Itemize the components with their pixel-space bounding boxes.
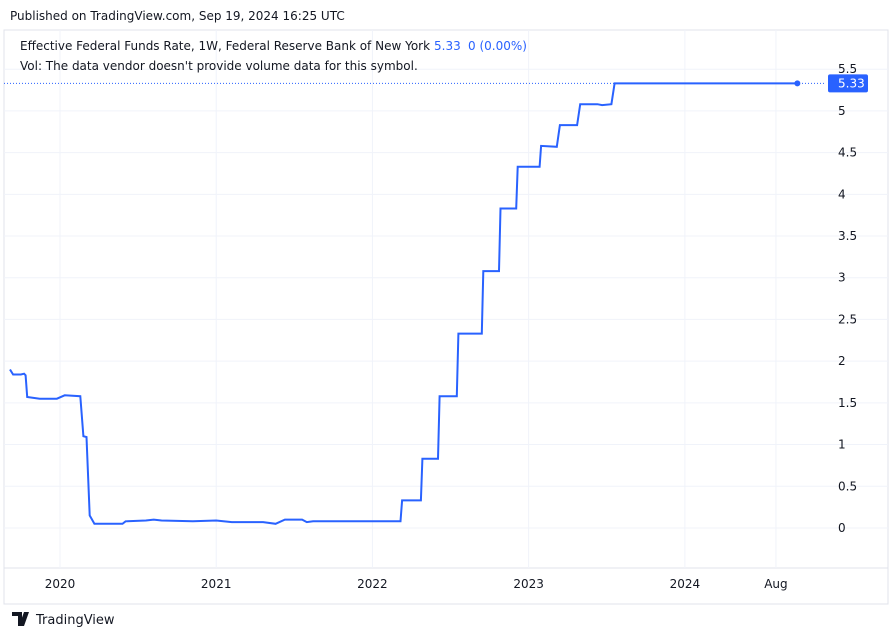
footer: TradingView [35,613,115,628]
x-tick-label: Aug [764,577,787,591]
y-tick-label: 2.5 [838,312,857,326]
logo: TradingView [12,612,115,628]
frame [3,29,889,605]
legend-value: 5.33 [434,39,461,53]
y-tick-label: 1.5 [838,396,857,410]
x-tick-label: 2022 [357,577,388,591]
y-tick-label: 1 [838,438,846,452]
y-tick-label: 4 [838,187,846,201]
x-tick-label: 2024 [670,577,701,591]
x-tick-label: 2023 [513,577,544,591]
chart-title: Effective Federal Funds Rate, 1W, Federa… [20,39,430,53]
y-tick-label: 5 [838,104,846,118]
last-point [794,80,801,87]
y-tick-label: 3 [838,271,846,285]
grid: 0 0.5 1 1.5 2 2.5 3 3.5 4 4.5 5 5.5 2020 2021 2022 2023… [4,30,888,591]
line [9,82,798,525]
header: Published on TradingView.com, Sep 19, 20… [10,9,345,23]
subtitle: Vol: The data vendor doesn't provide vol… [20,59,418,73]
y-tick-label: 5.5 [838,62,857,76]
legend-change: 0 (0.00%) [468,39,527,53]
price-badge [828,74,868,93]
x-tick-label: 2020 [45,577,76,591]
y-tick-label: 0.5 [838,479,857,493]
x-tick-label: 2021 [201,577,232,591]
plot: 5.33 [4,74,868,525]
y-tick-label: 4.5 [838,146,857,160]
y-tick-label: 0 [838,521,846,535]
y-tick-label: 2 [838,354,846,368]
price-badge-label: 5.33 [838,76,865,90]
y-tick-label: 3.5 [838,229,857,243]
